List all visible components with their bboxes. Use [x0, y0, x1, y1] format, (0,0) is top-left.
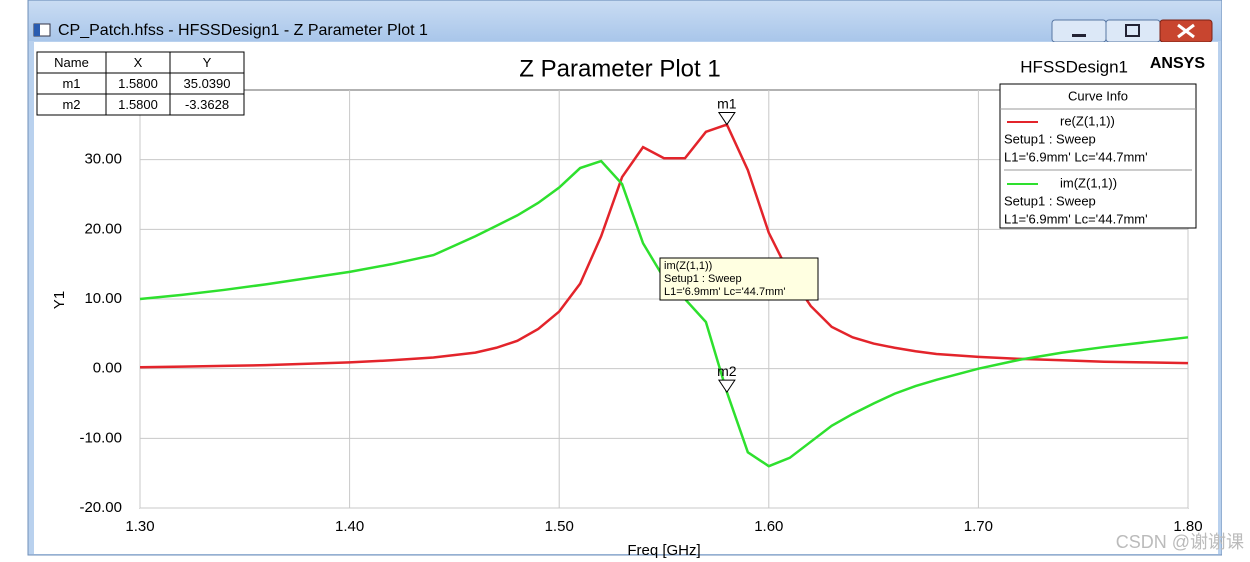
- minimize-icon: [1072, 34, 1086, 37]
- tooltip-text: im(Z(1,1)): [664, 260, 712, 272]
- table-cell: -3.3628: [185, 97, 229, 112]
- x-tick-label: 1.70: [964, 518, 993, 535]
- table-cell: 1.5800: [118, 76, 158, 91]
- minimize-button[interactable]: [1051, 19, 1107, 43]
- legend-params: L1='6.9mm' Lc='44.7mm': [1004, 211, 1148, 226]
- plot: -20.00 -10.00 0.00 10.00 20.00 30.00 1.30 1.40 1…: [36, 51, 1203, 535]
- legend-setup: Setup1 : Sweep: [1004, 193, 1096, 208]
- table-cell: Y: [203, 55, 212, 70]
- y-tick-label: -20.00: [79, 499, 122, 516]
- x-tick-label: 1.60: [754, 518, 783, 535]
- y-axis-label: Y1: [51, 291, 68, 309]
- legend: [999, 83, 1197, 229]
- app-icon-part: [34, 24, 40, 36]
- marker-label: m2: [717, 363, 737, 379]
- title-bar: [29, 1, 1221, 41]
- y-tick-label: 20.00: [84, 220, 122, 237]
- marker: [717, 379, 736, 393]
- y-tick-label: 0.00: [93, 360, 122, 377]
- x-tick-label: 1.30: [125, 518, 154, 535]
- table-cell: m2: [62, 97, 80, 112]
- x-tick-label: 1.40: [335, 518, 364, 535]
- tooltip-text: Setup1 : Sweep: [664, 273, 742, 285]
- legend-label: im(Z(1,1)): [1060, 175, 1117, 190]
- table-cell: Name: [54, 55, 89, 70]
- series-line: [139, 123, 1189, 369]
- x-tick-label: 1.50: [545, 518, 574, 535]
- tooltip-text: L1='6.9mm' Lc='44.7mm': [664, 286, 786, 298]
- maximize-icon: [1125, 24, 1140, 37]
- table-cell: X: [134, 55, 143, 70]
- table-cell: m1: [62, 76, 80, 91]
- marker: [717, 112, 736, 126]
- legend-params: L1='6.9mm' Lc='44.7mm': [1004, 149, 1148, 164]
- outside: [1222, 0, 1250, 562]
- brand: ANSYS: [1150, 55, 1205, 72]
- design-name: HFSSDesign1: [1020, 57, 1128, 76]
- legend-label: re(Z(1,1)): [1060, 113, 1115, 128]
- y-tick-label: -10.00: [79, 429, 122, 446]
- legend-setup: Setup1 : Sweep: [1004, 131, 1096, 146]
- x-tick-label: 1.80: [1173, 518, 1202, 535]
- legend-title: Curve Info: [1068, 88, 1128, 103]
- watermark: CSDN @谢谢课: [1116, 532, 1244, 552]
- marker-label: m1: [717, 95, 737, 111]
- y-tick-label: 10.00: [84, 290, 122, 307]
- close-icon: [1177, 23, 1195, 39]
- marker-table: [36, 51, 245, 116]
- y-tick-label: 30.00: [84, 151, 122, 168]
- x-axis-label: Freq [GHz]: [627, 542, 700, 559]
- table-cell: 1.5800: [118, 97, 158, 112]
- table-cell: 35.0390: [184, 76, 231, 91]
- chart-title: Z Parameter Plot 1: [519, 55, 720, 82]
- window-title: CP_Patch.hfss - HFSSDesign1 - Z Paramete…: [58, 22, 428, 39]
- tooltip: [659, 257, 819, 301]
- maximize-button[interactable]: [1105, 19, 1161, 43]
